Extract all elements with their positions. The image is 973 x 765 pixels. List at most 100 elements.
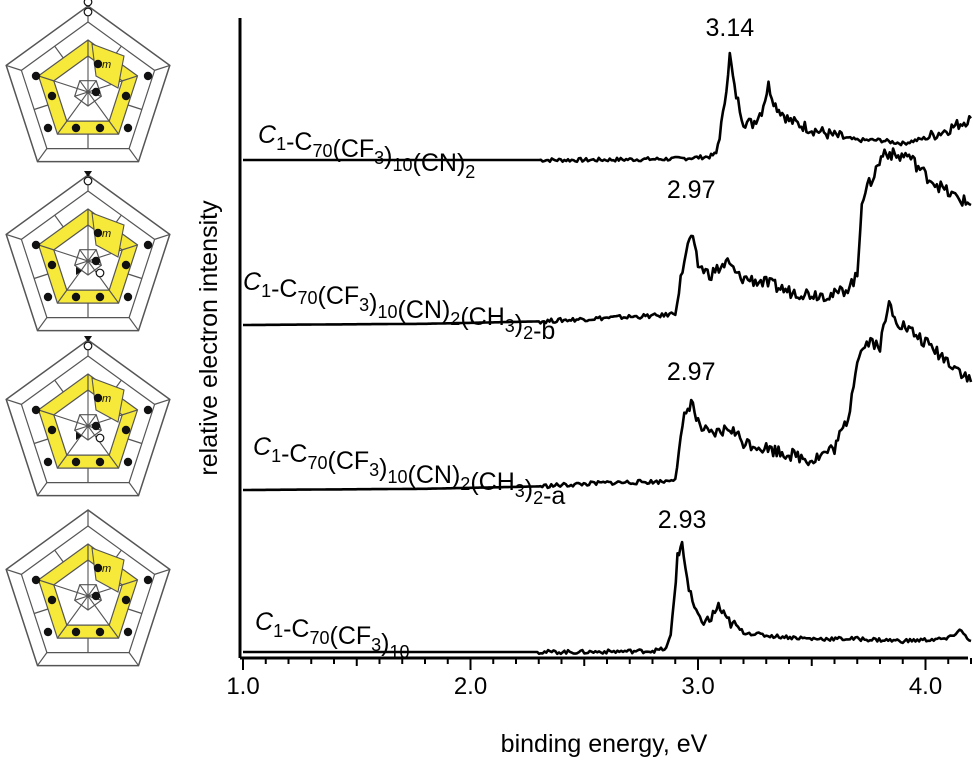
series-group: 3.14 C1-C70(CF3)10(CN)2 2.97 C1-C70(CF3)10(…: [243, 14, 973, 662]
peak-label-4: 2.93: [658, 506, 707, 534]
diagram-spoke: [79, 414, 110, 456]
diagram-spoke: [79, 584, 110, 626]
diagram-spoke: [127, 438, 143, 445]
diagram-arrow: [76, 432, 82, 440]
diagram-spoke: [54, 45, 64, 59]
diagram-dot: [91, 256, 101, 266]
x-tick-label: 3.0: [681, 673, 714, 700]
diagram-spoke: [128, 652, 140, 666]
diagram-spoke: [38, 244, 54, 251]
diagram-spoke: [54, 379, 64, 393]
diagram-dot: [43, 627, 53, 637]
diagram-2: m: [5, 171, 171, 332]
diagram-spoke: [128, 482, 140, 496]
schlegel-diagrams: m m m m: [5, 0, 171, 667]
series-label-2: C1-C70(CF3)10(CN)2(CH3)2-b: [243, 268, 555, 345]
diagram-4: m: [5, 509, 171, 667]
diagram-spoke: [122, 244, 138, 251]
diagram-spoke: [127, 608, 143, 615]
diagram-dot: [91, 591, 101, 601]
diagram-spoke: [33, 104, 49, 111]
diagram-spoke: [108, 289, 120, 304]
diagram-arrow: [84, 171, 92, 177]
diagram-spoke: [66, 249, 97, 291]
diagram-dot: [143, 405, 153, 415]
diagram-spoke: [79, 80, 110, 122]
diagram-dot: [123, 457, 133, 467]
diagram-spoke: [33, 608, 49, 615]
diagram-dot: [91, 421, 101, 431]
diagram-spoke: [122, 579, 138, 586]
diagram-spoke: [6, 568, 22, 575]
series-label-3: C1-C70(CF3)10(CN)2(CH3)2-a: [253, 433, 565, 510]
diagram-spoke: [54, 214, 64, 228]
diagram-dot: [47, 91, 57, 101]
diagram-spoke: [154, 568, 170, 575]
diagram-spoke: [6, 233, 22, 240]
diagram-dot: [93, 563, 103, 573]
diagram-marker: m: [102, 59, 111, 71]
diagram-spoke: [108, 454, 120, 469]
diagram-spoke: [38, 75, 54, 82]
diagram-dot: [91, 87, 101, 97]
peak-label-2: 2.97: [667, 176, 716, 204]
diagram-dot: [123, 292, 133, 302]
diagram-spoke: [56, 120, 68, 135]
diagram-dot: [95, 457, 105, 467]
diagram-dot: [43, 123, 53, 133]
diagram-spoke: [122, 409, 138, 416]
series-line-4: [243, 540, 972, 656]
diagram-dot: [93, 228, 103, 238]
diagram-dot: [121, 260, 131, 270]
diagram-marker: m: [102, 393, 111, 405]
peak-label-1: 3.14: [706, 14, 755, 42]
diagram-dot: [121, 595, 131, 605]
diagram-dot: [121, 425, 131, 435]
diagram-dot: [143, 240, 153, 250]
diagram-spoke: [38, 579, 54, 586]
diagram-dot: [47, 595, 57, 605]
diagram-dot: [95, 292, 105, 302]
peak-label-3: 2.97: [667, 358, 716, 386]
diagram-dot: [93, 59, 103, 69]
diagram-dot: [71, 123, 81, 133]
diagram-dot: [43, 457, 53, 467]
diagram-3: m: [5, 336, 171, 497]
diagram-spoke: [66, 80, 97, 122]
diagram-dot: [31, 575, 41, 585]
x-tick-label: 2.0: [454, 673, 487, 700]
diagram-dot: [93, 393, 103, 403]
diagram-dot: [31, 240, 41, 250]
diagram-spoke: [36, 317, 48, 331]
x-tick-label: 1.0: [226, 673, 259, 700]
diagram-dot: [123, 627, 133, 637]
series-line-2: [243, 147, 972, 327]
x-axis-title: binding energy, eV: [501, 730, 708, 758]
diagram-dot: [31, 405, 41, 415]
diagram-spoke: [56, 289, 68, 304]
diagram-spoke: [128, 317, 140, 331]
diagram-dot: [95, 627, 105, 637]
diagram-marker: m: [102, 228, 111, 240]
diagram-dot: [47, 425, 57, 435]
diagram-spoke: [79, 249, 110, 291]
diagram-spoke: [154, 64, 170, 71]
series-label-1: C1-C70(CF3)10(CN)2: [258, 121, 475, 182]
diagram-open-dot: [83, 0, 93, 7]
diagram-spoke: [36, 482, 48, 496]
series-label-4: C1-C70(CF3)10: [255, 608, 410, 662]
diagram-dot: [143, 575, 153, 585]
diagram-spoke: [127, 104, 143, 111]
diagram-spoke: [33, 438, 49, 445]
diagram-spoke: [154, 233, 170, 240]
diagram-dot: [71, 457, 81, 467]
diagram-open-dot: [83, 341, 93, 351]
diagram-dot: [43, 292, 53, 302]
diagram-dot: [121, 91, 131, 101]
diagram-spoke: [108, 120, 120, 135]
diagram-spoke: [36, 148, 48, 162]
diagram-spoke: [122, 75, 138, 82]
diagram-spoke: [154, 398, 170, 405]
diagram-spoke: [6, 398, 22, 405]
diagram-arrow: [76, 267, 82, 275]
